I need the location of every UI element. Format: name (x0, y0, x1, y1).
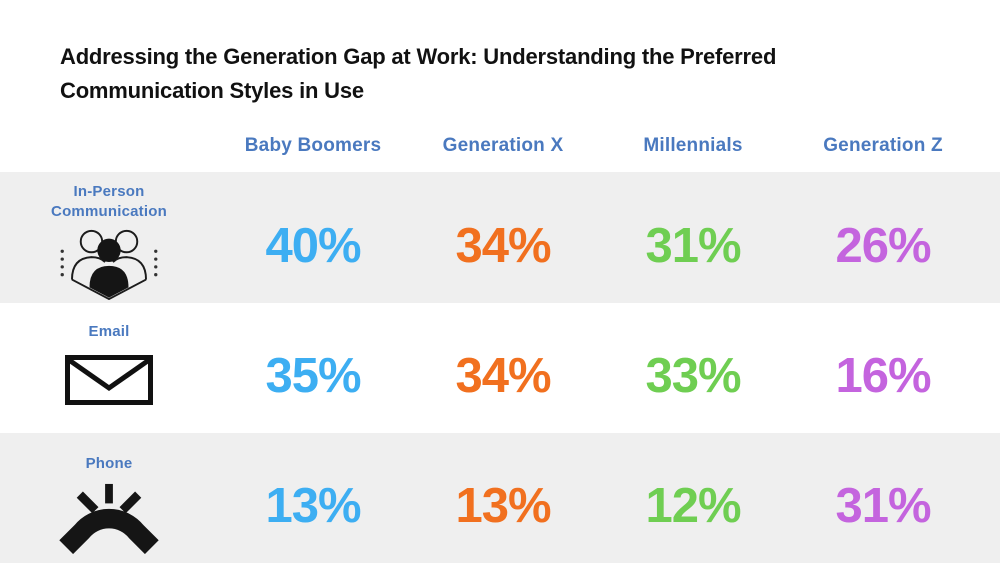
people-group-icon (60, 229, 158, 301)
value-email-baby-boomers: 35% (265, 349, 361, 403)
column-header-generation-z: Generation Z (823, 135, 943, 156)
value-email-generation-x: 34% (455, 349, 551, 403)
phone-ringing-icon (59, 483, 159, 554)
column-header-millennials: Millennials (643, 135, 743, 156)
value-in-person-baby-boomers: 40% (265, 218, 361, 273)
column-header-generation-x: Generation X (442, 135, 564, 156)
value-phone-millennials: 12% (645, 479, 741, 533)
envelope-icon (65, 355, 153, 405)
row-header-email: Email (0, 303, 218, 433)
row-header-in-person: In-Person Communication (0, 172, 218, 303)
row-band-in-person (0, 172, 1000, 303)
column-header-row: Baby Boomers Generation X Millennials Ge… (0, 135, 1000, 169)
value-in-person-millennials: 31% (645, 218, 741, 273)
row-band-phone (0, 433, 1000, 563)
column-header-baby-boomers: Baby Boomers (244, 135, 382, 156)
table-row-email: Email 35% 34% 33% 16% (0, 303, 1000, 433)
value-phone-baby-boomers: 13% (265, 479, 361, 533)
value-phone-generation-z: 31% (835, 479, 931, 533)
row-header-phone: Phone (0, 433, 218, 563)
value-email-millennials: 33% (645, 349, 741, 403)
row-label-phone: Phone (85, 455, 133, 472)
value-phone-generation-x: 13% (455, 479, 551, 533)
value-email-generation-z: 16% (835, 349, 931, 403)
title-line-1: Addressing the Generation Gap at Work: U… (60, 44, 777, 69)
row-label-email: Email (88, 323, 130, 340)
page-title: Addressing the Generation Gap at Work: U… (60, 40, 776, 108)
table-row-phone: Phone 13% 13% 12% 31% (0, 433, 1000, 563)
row-label-in-person: In-Person Communication (51, 183, 167, 220)
value-in-person-generation-x: 34% (455, 218, 551, 273)
value-in-person-generation-z: 26% (835, 218, 931, 273)
title-line-2: Communication Styles in Use (60, 78, 364, 103)
table-row-in-person: In-Person Communication 40% 34% 31% 26% (0, 172, 1000, 303)
